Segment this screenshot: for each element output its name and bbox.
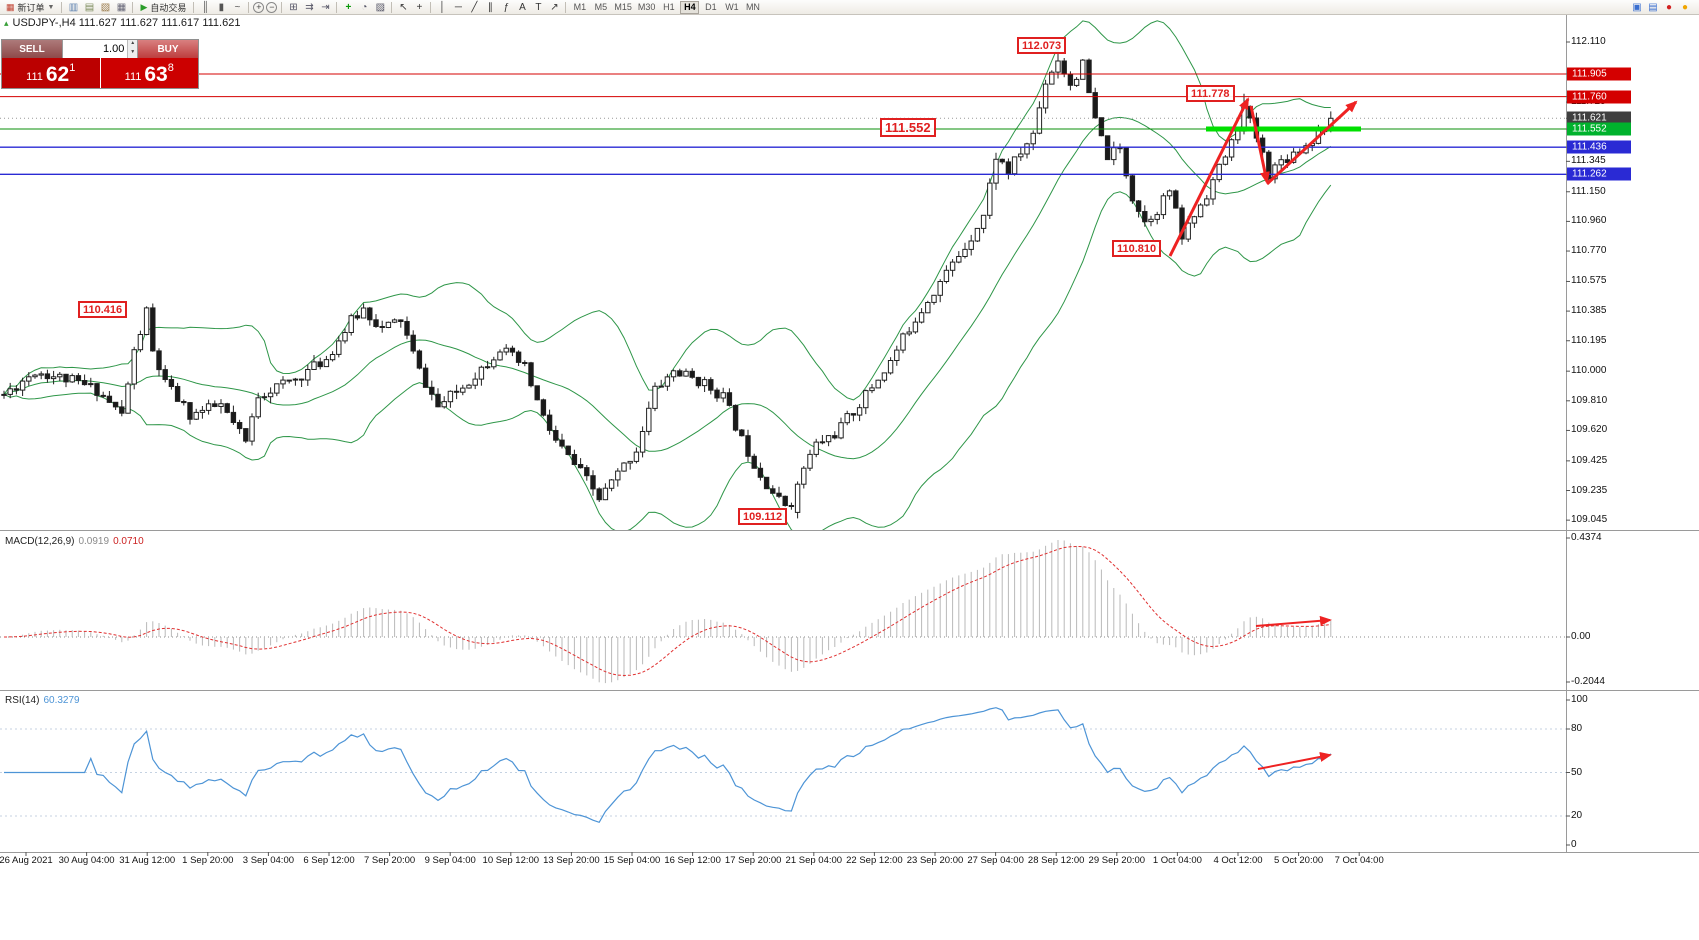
templates-icon[interactable]: ▨: [375, 1, 386, 13]
buy-button[interactable]: BUY: [138, 40, 198, 58]
terminal-icon[interactable]: ▦: [116, 1, 127, 13]
macd-main-value: 0.0919: [78, 536, 110, 547]
cursor-icon[interactable]: ↖: [399, 1, 408, 13]
buy-price-pip: 8: [167, 62, 174, 74]
rsi-value: 60.3279: [43, 695, 80, 706]
trendline-icon[interactable]: ╱: [471, 1, 478, 13]
timeframe-button-h1[interactable]: H1: [663, 1, 675, 12]
timeframe-button-mn[interactable]: MN: [745, 1, 760, 12]
chart-line-icon[interactable]: ~: [234, 1, 241, 13]
main-toolbar: ▦ 新订单 ▼ ▥ ▤ ▧ ▦ ▶ 自动交易 ║ ▮ ~ + − ⊞ ⇉ ⇥ + ◔ ▨ ↖ + │ ─ ╱ ∥ ƒ A T…: [0, 0, 1699, 15]
timeframe-button-m30[interactable]: M30: [637, 1, 656, 12]
new-order-icon: ▦: [6, 1, 15, 12]
sell-price-pip: 1: [69, 62, 76, 74]
rsi-name: RSI(14): [5, 695, 40, 706]
layers-icon[interactable]: ▤: [1648, 1, 1658, 13]
chart-window-icon[interactable]: ▣: [1632, 1, 1642, 13]
auto-scroll-icon[interactable]: ⇉: [305, 1, 314, 13]
chart-candles-icon[interactable]: ▮: [218, 1, 225, 13]
timeframe-button-m1[interactable]: M1: [573, 1, 587, 12]
volume-up-button[interactable]: ▲: [128, 40, 137, 49]
new-order-button[interactable]: ▦ 新订单 ▼: [2, 1, 58, 14]
toolbar-separator: [132, 1, 134, 13]
sell-price-button[interactable]: 111 62 1: [2, 58, 101, 88]
buy-price-big: 63: [144, 63, 168, 86]
timeframe-button-m5[interactable]: M5: [594, 1, 608, 12]
channel-icon[interactable]: ∥: [487, 1, 493, 13]
zoom-in-icon[interactable]: +: [253, 1, 265, 13]
toolbar-separator: [61, 1, 63, 13]
toolbar-separator: [248, 1, 250, 13]
sell-price-big: 62: [45, 63, 70, 86]
horizontal-line-icon[interactable]: ─: [454, 1, 462, 13]
chart-mini-icon: ▴: [4, 17, 9, 28]
macd-label: MACD(12,26,9) 0.0919 0.0710: [5, 536, 144, 547]
toolbar-separator: [565, 1, 567, 13]
user-badge[interactable]: ●: [1681, 1, 1689, 13]
macd-signal-value: 0.0710: [113, 536, 144, 547]
text-icon[interactable]: A: [519, 1, 526, 13]
sell-button[interactable]: SELL: [2, 40, 62, 58]
fibonacci-icon[interactable]: ƒ: [503, 1, 510, 13]
timeframe-button-w1[interactable]: W1: [725, 1, 739, 12]
label-icon[interactable]: T: [535, 1, 542, 13]
timeframe-button-d1[interactable]: D1: [705, 1, 717, 12]
volume-input[interactable]: [63, 40, 128, 58]
symbol-header: ▴ USDJPY-,H4 111.627 111.627 111.617 111…: [4, 17, 240, 29]
chart-shift-icon[interactable]: ⇥: [321, 1, 330, 13]
notification-badge[interactable]: ●: [1665, 1, 1673, 13]
volume-field: ▲ ▼: [62, 40, 138, 58]
autotrading-button[interactable]: ▶ 自动交易: [136, 1, 190, 14]
data-window-icon[interactable]: ▤: [84, 1, 95, 13]
toolbar-separator: [391, 1, 393, 13]
sell-price-base: 111: [26, 71, 43, 83]
periods-icon[interactable]: ◔: [361, 1, 368, 13]
navigator-icon[interactable]: ▧: [100, 1, 111, 13]
toolbar-separator: [281, 1, 283, 13]
rsi-label: RSI(14) 60.3279: [5, 695, 80, 706]
timeframe-button-m15[interactable]: M15: [614, 1, 632, 12]
buy-price-button[interactable]: 111 63 8: [100, 58, 198, 88]
autotrading-label: 自动交易: [150, 2, 187, 13]
toolbar-separator: [336, 1, 338, 13]
macd-name: MACD(12,26,9): [5, 536, 75, 547]
timeframe-button-h4[interactable]: H4: [680, 0, 700, 14]
chart-bars-icon[interactable]: ║: [201, 1, 209, 13]
zoom-out-icon[interactable]: −: [266, 1, 278, 13]
buy-price-base: 111: [124, 71, 142, 83]
volume-down-button[interactable]: ▼: [128, 49, 137, 58]
toolbar-separator: [193, 1, 195, 13]
one-click-trading-panel: SELL ▲ ▼ BUY 111 62 1 111 63 8: [1, 39, 199, 89]
vertical-line-icon[interactable]: │: [439, 1, 446, 13]
indicators-icon[interactable]: +: [345, 1, 352, 13]
play-icon: ▶: [140, 1, 148, 12]
crosshair-icon[interactable]: +: [416, 1, 423, 13]
chevron-down-icon: ▼: [47, 3, 55, 11]
toolbar-separator: [430, 1, 432, 13]
market-watch-icon[interactable]: ▥: [68, 1, 79, 13]
new-order-label: 新订单: [17, 2, 45, 13]
arrows-tool-icon[interactable]: ↗: [550, 1, 559, 13]
volume-spinner: ▲ ▼: [127, 40, 137, 58]
tile-windows-icon[interactable]: ⊞: [289, 1, 298, 13]
symbol-ohlc-text: USDJPY-,H4 111.627 111.627 111.617 111.6…: [12, 17, 241, 29]
